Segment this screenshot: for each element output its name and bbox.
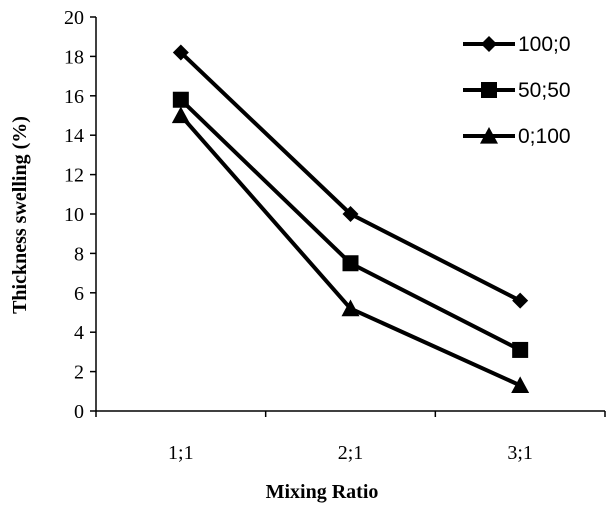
data-point-50-50	[342, 255, 359, 272]
y-tick-label: 6	[74, 283, 84, 305]
y-tick-label: 16	[64, 86, 84, 108]
data-point-100-0	[512, 292, 529, 309]
legend-marker-0-100	[480, 127, 498, 144]
x-tick-label: 1;1	[168, 442, 194, 464]
data-point-0-100	[341, 299, 360, 317]
legend-marker-50-50	[481, 82, 497, 98]
data-point-0-100	[511, 376, 530, 394]
legend-label-50-50: 50;50	[518, 79, 571, 102]
y-tick-label: 2	[74, 362, 84, 384]
x-axis-title: Mixing Ratio	[266, 481, 379, 503]
data-point-100-0	[172, 44, 189, 61]
data-point-0-100	[171, 106, 190, 124]
series-line-0-100	[179, 114, 521, 388]
legend-label-0-100: 0;100	[518, 125, 571, 148]
y-tick-label: 12	[64, 165, 84, 187]
y-tick-label: 4	[74, 322, 84, 344]
x-tick-label: 3;1	[507, 442, 533, 464]
y-tick-label: 0	[74, 401, 84, 423]
y-tick-label: 10	[64, 204, 84, 226]
y-tick-label: 20	[64, 7, 84, 29]
data-point-50-50	[172, 91, 189, 108]
legend-marker-100-0	[481, 36, 497, 52]
y-tick-label: 14	[64, 125, 84, 147]
y-axis-title: Thickness swelling (%)	[9, 116, 31, 314]
y-tick-label: 8	[74, 243, 84, 265]
y-tick-label: 18	[64, 46, 84, 68]
data-point-100-0	[342, 206, 359, 222]
x-tick-label: 2;1	[338, 442, 364, 464]
legend-label-100-0: 100;0	[518, 33, 571, 56]
data-point-50-50	[512, 341, 529, 358]
